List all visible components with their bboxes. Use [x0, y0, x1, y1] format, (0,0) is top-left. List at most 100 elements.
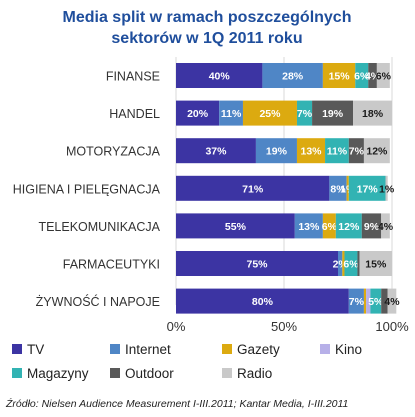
bar-radio-6: [387, 288, 397, 314]
data-label-internet-3: 8%: [330, 183, 346, 195]
legend-swatch-gazety: [222, 344, 232, 354]
data-label-magazyny-4: 12%: [338, 221, 360, 233]
bar-gazety-6: [363, 288, 367, 314]
bar-outdoor-5: [357, 251, 360, 276]
category-labels: FINANSE HANDEL MOTORYZACJA HIGIENA I PIELĘG…: [13, 70, 161, 310]
bar-gazety-2: [296, 138, 326, 164]
data-label-internet-0: 28%: [282, 71, 304, 83]
legend-swatch-radio: [222, 368, 232, 378]
legend-swatch-tv: [12, 344, 22, 354]
x-tick-label-2: 100%: [375, 319, 409, 334]
data-label-gazety-1: 25%: [259, 108, 281, 120]
data-label-internet-6: 7%: [349, 296, 365, 308]
bar-gazety-3: [346, 175, 349, 201]
bar-magazyny-6: [370, 288, 382, 314]
bar-magazyny-0: [355, 63, 369, 88]
data-label-radio-4: 4%: [378, 221, 394, 233]
bar-internet-4: [294, 213, 323, 239]
data-label-magazyny-3: 17%: [357, 183, 379, 195]
data-label-radio-1: 18%: [362, 108, 384, 120]
data-label-magazyny-2: 11%: [327, 146, 348, 158]
bar-radio-1: [353, 100, 392, 126]
bar-gazety-1: [242, 100, 297, 126]
data-label-magazyny-6: 5%: [368, 296, 384, 308]
bar-magazyny-3: [348, 175, 386, 201]
legend-label-outdoor: Outdoor: [125, 366, 174, 381]
chart-title-line-2: sektorów w 1Q 2011 roku: [111, 30, 302, 47]
data-label-outdoor-2: 7%: [349, 146, 365, 158]
bar-radio-3: [385, 175, 388, 201]
data-label-radio-0: 6%: [376, 71, 392, 83]
legend-label-internet: Internet: [125, 342, 171, 357]
data-label-tv-0: 40%: [209, 71, 231, 83]
bar-tv-0: [176, 63, 263, 88]
data-label-gazety-0: 15%: [329, 71, 351, 83]
chart-title-line-1: Media split w ramach poszczególnych: [63, 9, 352, 26]
bar-tv-5: [176, 251, 338, 276]
bar-gazety-4: [322, 213, 336, 239]
legend-label-kino: Kino: [335, 342, 362, 357]
data-label-radio-2: 12%: [366, 146, 388, 158]
bar-outdoor-1: [312, 100, 354, 126]
data-label-radio-5: 15%: [365, 259, 387, 271]
category-label-4: TELEKOMUNIKACJA: [38, 220, 160, 234]
x-tick-label-1: 50%: [271, 319, 297, 334]
category-label-0: FINANSE: [106, 70, 160, 84]
bar-radio-5: [359, 251, 392, 276]
category-label-1: HANDEL: [109, 107, 160, 121]
data-label-tv-5: 75%: [246, 259, 268, 271]
data-label-magazyny-5: 6%: [343, 259, 359, 271]
bar-internet-2: [255, 138, 297, 164]
data-label-internet-1: 11%: [221, 108, 242, 120]
data-label-magazyny-1: 7%: [297, 108, 313, 120]
bar-internet-6: [348, 288, 364, 314]
legend-label-radio: Radio: [237, 366, 272, 381]
bar-tv-3: [176, 175, 330, 201]
legend-swatch-kino: [320, 344, 330, 354]
bar-gazety-5: [342, 251, 345, 276]
data-label-tv-4: 55%: [225, 221, 247, 233]
bar-radio-2: [363, 138, 390, 164]
bar-kino-6: [366, 288, 371, 314]
category-label-2: MOTORYZACJA: [66, 145, 161, 159]
legend-swatch-magazyny: [12, 368, 22, 378]
bar-internet-1: [219, 100, 243, 126]
bar-tv-6: [176, 288, 349, 314]
data-label-tv-1: 20%: [187, 108, 209, 120]
bar-tv-2: [176, 138, 256, 164]
data-label-outdoor-1: 19%: [322, 108, 344, 120]
data-label-internet-4: 13%: [298, 221, 320, 233]
bar-internet-5: [338, 251, 343, 276]
bar-magazyny-5: [344, 251, 358, 276]
x-tick-label-0: 0%: [167, 319, 186, 334]
bar-magazyny-1: [296, 100, 313, 126]
legend-label-magazyny: Magazyny: [27, 366, 89, 381]
bar-radio-0: [376, 63, 390, 88]
data-label-radio-3: 1%: [379, 183, 395, 195]
category-label-3: HIGIENA I PIELĘGNACJA: [13, 182, 161, 196]
bar-tv-4: [176, 213, 295, 239]
source-note: Źródło: Nielsen Audience Measurement I-I…: [5, 397, 348, 410]
category-label-6: ŻYWNOŚĆ I NAPOJE: [36, 294, 160, 309]
bar-radio-4: [381, 213, 390, 239]
data-label-magazyny-0: 6%: [354, 71, 370, 83]
bar-outdoor-6: [381, 288, 388, 314]
x-axis-ticks: 0% 50% 100%: [167, 319, 409, 334]
data-label-tv-6: 80%: [252, 296, 274, 308]
bar-outdoor-2: [348, 138, 364, 164]
legend-swatch-internet: [110, 344, 120, 354]
category-label-5: FARMACEUTYKI: [63, 258, 160, 272]
legend-label-tv: TV: [27, 342, 44, 357]
bar-internet-3: [329, 175, 347, 201]
legend-swatch-outdoor: [110, 368, 120, 378]
bar-outdoor-4: [361, 213, 382, 239]
bar-internet-0: [262, 63, 323, 88]
bar-tv-1: [176, 100, 220, 126]
legend-label-gazety: Gazety: [237, 342, 280, 357]
data-label-radio-6: 4%: [384, 296, 400, 308]
data-label-outdoor-4: 9%: [364, 221, 380, 233]
data-label-tv-3: 71%: [242, 183, 264, 195]
legend: TV Internet Gazety Kino Magazyny Outdoor Radio: [12, 342, 362, 381]
bar-gazety-0: [322, 63, 356, 88]
